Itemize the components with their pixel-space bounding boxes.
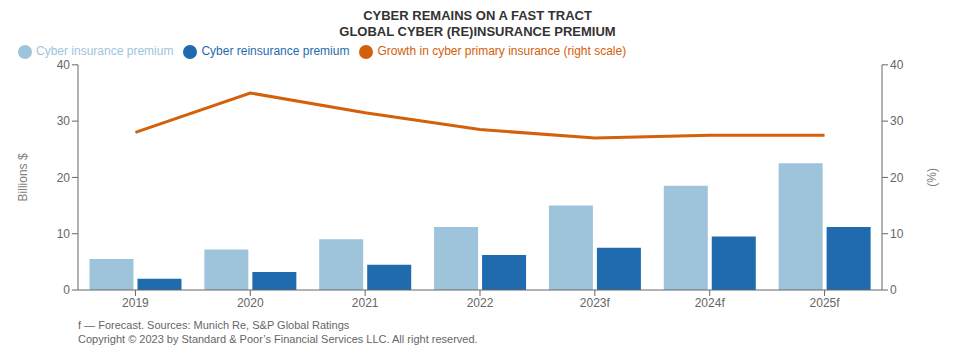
html-text:Growth in cyber primary insura: Growth in cyber primary insurance (right… xyxy=(377,44,627,58)
html-text:f — Forecast. Sources: Munich: f — Forecast. Sources: Munich Re, S&P Gl… xyxy=(78,319,350,331)
svg-text:Billions $: Billions $ xyxy=(16,153,30,201)
html-text:Cyber insurance premium: Cyber insurance premium xyxy=(36,44,174,58)
svg-text:20: 20 xyxy=(57,171,71,185)
svg-text:30: 30 xyxy=(57,114,71,128)
svg-text:2022: 2022 xyxy=(467,296,494,310)
svg-text:10: 10 xyxy=(57,227,71,241)
html-text:Cyber reinsurance premium: Cyber reinsurance premium xyxy=(201,44,350,58)
html-text:GLOBAL CYBER (RE)INSURANCE PRE: GLOBAL CYBER (RE)INSURANCE PREMIUM xyxy=(339,24,616,39)
svg-text:0: 0 xyxy=(890,283,897,297)
svg-text:2023f: 2023f xyxy=(580,296,611,310)
svg-text:40: 40 xyxy=(57,58,71,72)
svg-text:0: 0 xyxy=(63,283,70,297)
svg-text:2020: 2020 xyxy=(237,296,264,310)
html-text:Copyright © 2023 by Standard &: Copyright © 2023 by Standard & Poor’s Fi… xyxy=(78,333,478,345)
svg-text:2019: 2019 xyxy=(122,296,149,310)
svg-text:30: 30 xyxy=(890,114,904,128)
html-text:CYBER REMAINS ON A FAST TRACT: CYBER REMAINS ON A FAST TRACT xyxy=(363,8,592,23)
svg-text:20: 20 xyxy=(890,171,904,185)
svg-text:2024f: 2024f xyxy=(695,296,726,310)
svg-text:2025f: 2025f xyxy=(810,296,841,310)
svg-text:10: 10 xyxy=(890,227,904,241)
svg-text:2021: 2021 xyxy=(352,296,379,310)
svg-text:40: 40 xyxy=(890,58,904,72)
svg-text:(%): (%) xyxy=(925,168,939,187)
